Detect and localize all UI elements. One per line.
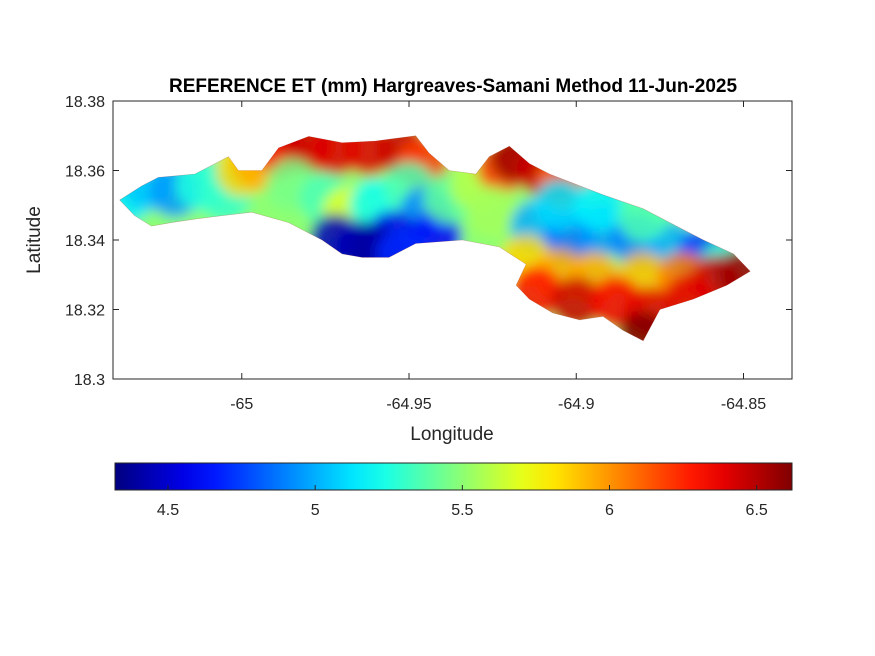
colorbar-bar (114, 462, 793, 491)
x-tick-label: -64.95 (386, 396, 431, 413)
y-axis-ticks: 18.3 18.32 18.34 18.36 18.38 (65, 94, 792, 389)
x-tick-label: -65 (230, 396, 253, 413)
y-axis-label: Latitude (24, 206, 45, 274)
x-tick-label: -64.9 (558, 396, 595, 413)
y-tick-label: 18.32 (65, 303, 105, 320)
y-tick-label: 18.34 (65, 233, 105, 250)
y-tick-label: 18.36 (65, 164, 105, 181)
colorbar-tick-label: 6 (605, 502, 614, 519)
island-outline (119, 135, 751, 342)
heat-cell (550, 276, 603, 329)
x-tick-label: -64.85 (721, 396, 766, 413)
colorbar-ticks: 4.5 5 5.5 6 6.5 (157, 485, 768, 519)
colorbar-tick-label: 5.5 (451, 502, 473, 519)
colorbar-tick-label: 4.5 (157, 502, 179, 519)
plot-area: -65 -64.95 -64.9 -64.85 18.3 18.32 18.34 18.36… (65, 94, 793, 413)
x-axis-label: Longitude (410, 424, 493, 445)
y-tick-label: 18.3 (74, 372, 105, 389)
x-axis-ticks: -65 -64.95 -64.9 -64.85 (230, 101, 766, 413)
colorbar: 4.5 5 5.5 6 6.5 (114, 462, 793, 519)
heat-cell (533, 179, 586, 232)
chart-title: REFERENCE ET (mm) Hargreaves-Samani Meth… (169, 76, 737, 97)
y-tick-label: 18.38 (65, 94, 105, 111)
colorbar-tick-label: 6.5 (746, 502, 768, 519)
colorbar-tick-label: 5 (311, 502, 320, 519)
heat-cell (466, 186, 519, 239)
